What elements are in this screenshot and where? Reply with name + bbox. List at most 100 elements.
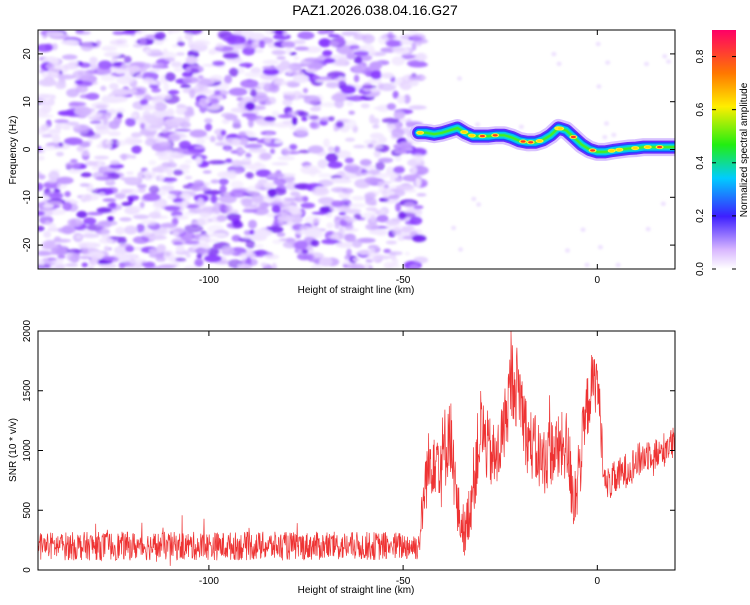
heatmap-noise-blob [48, 192, 64, 200]
heatmap-faint-blob [660, 201, 666, 206]
heatmap-noise-blob [238, 148, 244, 154]
heatmap-noise-blob [349, 44, 360, 50]
heatmap-noise-blob [185, 67, 192, 73]
heatmap-noise-blob [48, 129, 62, 134]
heatmap-signal-hotspot [528, 141, 534, 144]
heatmap-noise-blob [96, 161, 104, 166]
heatmap-noise-blob [391, 82, 398, 87]
heatmap-noise-blob [305, 68, 318, 74]
heatmap-noise-blob [360, 172, 373, 176]
heatmap-noise-blob [394, 149, 407, 155]
heatmap-faint-blob [666, 59, 672, 64]
heatmap-noise-blob [375, 161, 385, 171]
heatmap-noise-blob [273, 178, 287, 186]
heatmap-noise-blob [111, 88, 131, 96]
heatmap-noise-blob [203, 190, 222, 195]
heatmap-noise-blob [207, 95, 223, 99]
heatmap-noise-blob [149, 84, 159, 89]
heatmap-y-axis-label: Frequency (Hz) [8, 116, 19, 185]
heatmap-noise-blob [226, 58, 244, 63]
heatmap-noise-blob [242, 44, 260, 49]
heatmap-noise-blob [64, 137, 83, 146]
heatmap-noise-blob [77, 241, 95, 249]
heatmap-noise-blob [148, 160, 157, 166]
heatmap-noise-blob [153, 93, 172, 100]
heatmap-noise-blob [353, 56, 363, 64]
heatmap-noise-blob [371, 207, 378, 213]
heatmap-faint-blob [604, 121, 609, 126]
heatmap-noise-blob [353, 50, 370, 56]
heatmap-noise-blob [267, 226, 284, 233]
colorbar-tick-label: 0.0 [695, 262, 706, 276]
heatmap-noise-blob [248, 118, 254, 128]
snr-x-tick-label: -50 [396, 576, 411, 587]
heatmap-noise-blob [110, 160, 120, 166]
heatmap-noise-blob [381, 117, 400, 124]
heatmap-noise-blob [376, 183, 386, 188]
heatmap-noise-blob [38, 182, 44, 191]
heatmap-noise-blob [209, 135, 216, 143]
heatmap-noise-blob [240, 197, 253, 203]
heatmap-noise-blob [231, 44, 247, 50]
heatmap-noise-blob [148, 185, 160, 194]
heatmap-noise-blob [415, 177, 422, 188]
heatmap-noise-blob [394, 118, 413, 123]
heatmap-noise-blob [176, 202, 183, 207]
heatmap-noise-blob [95, 104, 108, 109]
heatmap-noise-blob [294, 240, 308, 250]
heatmap-faint-blob [584, 262, 590, 268]
heatmap-noise-blob [344, 233, 357, 243]
heatmap-noise-blob [391, 47, 405, 52]
heatmap-noise-blob [143, 261, 156, 268]
heatmap-noise-blob [198, 78, 215, 86]
heatmap-noise-blob [100, 85, 107, 92]
heatmap-faint-blob [605, 60, 611, 65]
heatmap-noise-blob [62, 126, 71, 130]
heatmap-noise-blob [350, 263, 365, 269]
heatmap-noise-blob [187, 38, 194, 49]
heatmap-noise-blob [364, 262, 370, 269]
heatmap-noise-blob [224, 74, 233, 84]
heatmap-noise-blob [398, 211, 407, 220]
heatmap-noise-blob [162, 150, 179, 157]
heatmap-noise-blob [258, 200, 269, 210]
heatmap-noise-blob [61, 39, 79, 46]
heatmap-noise-blob [121, 201, 133, 207]
heatmap-noise-blob [154, 31, 166, 41]
heatmap-faint-blob [597, 245, 603, 250]
heatmap-noise-blob [338, 211, 347, 216]
heatmap-noise-blob [197, 197, 204, 205]
heatmap-signal-hotspot [492, 134, 498, 137]
heatmap-noise-blob [304, 46, 322, 53]
heatmap-noise-blob [204, 254, 222, 263]
heatmap-noise-blob [411, 42, 417, 51]
heatmap-noise-blob [142, 193, 161, 202]
heatmap-noise-blob [38, 174, 46, 180]
colorbar-label: Normalized spectral amplitude [739, 82, 750, 217]
heatmap-noise-blob [326, 222, 334, 229]
heatmap-noise-blob [336, 36, 345, 44]
heatmap-noise-blob [391, 56, 406, 66]
heatmap-noise-blob [346, 248, 352, 257]
heatmap-noise-blob [312, 170, 322, 174]
heatmap-noise-blob [328, 116, 335, 122]
snr-y-tick-label: 2000 [22, 319, 33, 342]
heatmap-noise-blob [120, 189, 129, 195]
heatmap-noise-blob [408, 30, 419, 34]
heatmap-noise-blob [46, 31, 65, 37]
heatmap-noise-blob [244, 71, 263, 78]
heatmap-noise-blob [353, 144, 366, 149]
heatmap-noise-blob [148, 211, 161, 219]
heatmap-noise-blob [48, 222, 57, 231]
heatmap-noise-blob [245, 239, 256, 249]
heatmap-noise-blob [230, 107, 248, 113]
heatmap-noise-blob [338, 81, 346, 85]
heatmap-y-tick-label: 10 [22, 96, 33, 108]
heatmap-noise-blob [288, 62, 302, 71]
heatmap-noise-blob [192, 39, 211, 46]
heatmap-noise-blob [136, 223, 146, 234]
heatmap-noise-blob [352, 239, 363, 248]
